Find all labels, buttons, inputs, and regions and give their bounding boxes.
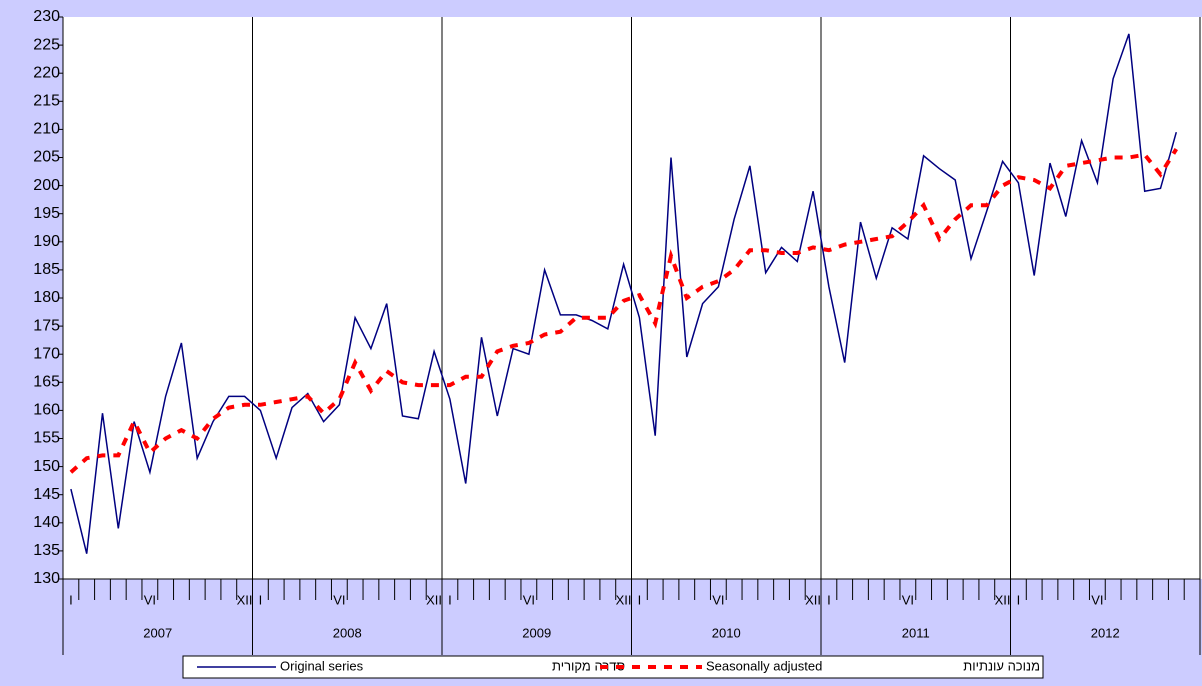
y-tick-label: 170 <box>33 345 60 362</box>
x-tick-label: I <box>259 592 263 607</box>
year-label: 2011 <box>902 625 930 640</box>
y-tick-label: 145 <box>33 486 60 503</box>
x-tick-label: XII <box>995 592 1011 607</box>
y-tick-label: 130 <box>33 570 60 587</box>
y-tick-label: 160 <box>33 402 60 419</box>
y-tick-label: 135 <box>33 542 60 559</box>
x-tick-label: XII <box>616 592 632 607</box>
x-tick-label: VI <box>1091 592 1103 607</box>
year-label: 2010 <box>712 625 741 640</box>
x-tick-label: I <box>69 592 73 607</box>
y-tick-label: 205 <box>33 149 60 166</box>
x-tick-label: XII <box>805 592 821 607</box>
y-tick-label: 165 <box>33 374 60 391</box>
y-tick-label: 150 <box>33 458 60 475</box>
y-tick-label: 220 <box>33 64 60 81</box>
legend-label-he: מנוכה עונתיות <box>963 658 1040 673</box>
year-label: 2007 <box>143 625 172 640</box>
x-tick-label: I <box>827 592 831 607</box>
x-tick-label: VI <box>333 592 345 607</box>
x-tick-label: VI <box>523 592 535 607</box>
x-tick-label: XII <box>237 592 253 607</box>
x-tick-label: I <box>638 592 642 607</box>
year-label: 2012 <box>1091 625 1120 640</box>
y-tick-label: 180 <box>33 289 60 306</box>
legend-label-he: סדרה מקורית <box>552 658 625 673</box>
series-line <box>69 148 1178 474</box>
y-tick-label: 210 <box>33 121 60 138</box>
x-tick-label: I <box>1017 592 1021 607</box>
y-tick-label: 155 <box>33 430 60 447</box>
legend-box <box>182 655 1044 679</box>
legend-label: Seasonally adjusted <box>706 658 822 673</box>
y-tick-label: 195 <box>33 205 60 222</box>
y-tick-label: 140 <box>33 514 60 531</box>
year-label: 2008 <box>333 625 362 640</box>
y-tick-label: 230 <box>33 8 60 25</box>
y-tick-label: 185 <box>33 261 60 278</box>
series-line <box>70 33 1178 554</box>
y-tick-label: 200 <box>33 177 60 194</box>
y-tick-label: 175 <box>33 317 60 334</box>
x-tick-label: VI <box>902 592 914 607</box>
x-tick-label: I <box>448 592 452 607</box>
x-tick-label: VI <box>144 592 156 607</box>
y-tick-label: 190 <box>33 233 60 250</box>
x-tick-label: VI <box>712 592 724 607</box>
year-label: 2009 <box>522 625 551 640</box>
y-tick-label: 225 <box>33 36 60 53</box>
x-tick-label: XII <box>426 592 442 607</box>
y-tick-label: 215 <box>33 93 60 110</box>
legend-label: Original series <box>280 658 364 673</box>
plot-area <box>63 17 1202 579</box>
